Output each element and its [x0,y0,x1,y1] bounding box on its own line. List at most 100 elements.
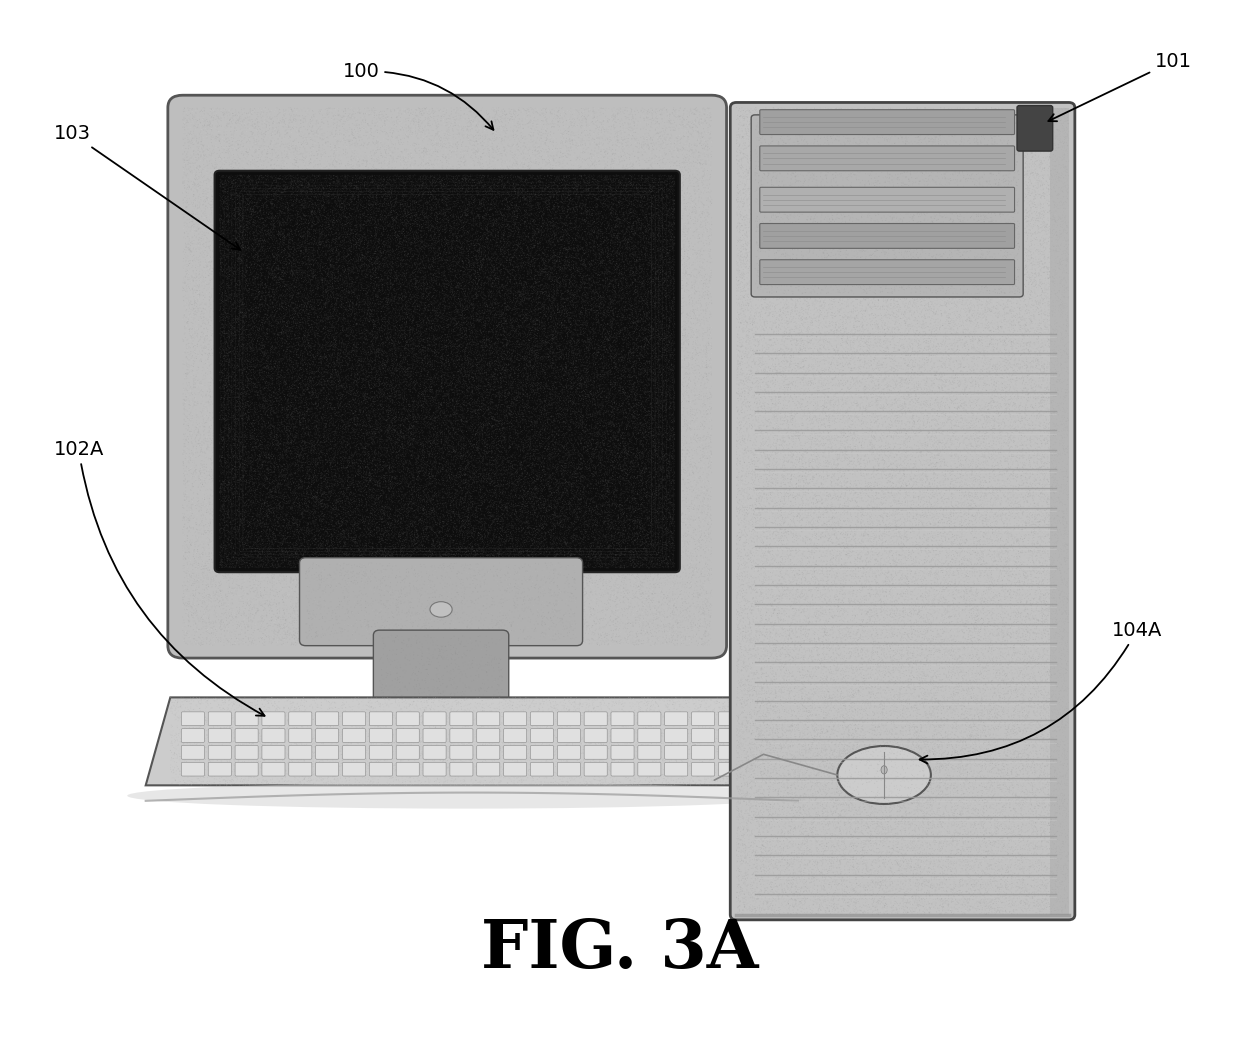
Point [216,259,235,275]
Point [935,301,955,318]
Point [654,192,674,209]
Point [887,720,907,736]
Point [1001,451,1021,467]
Point [600,564,620,581]
Point [489,738,509,755]
Point [845,310,865,326]
Point [363,730,383,747]
Point [999,562,1018,579]
Point [788,110,808,126]
Point [665,416,685,433]
Point [494,181,514,198]
Point [810,600,830,616]
Point [781,598,800,614]
Point [753,482,773,499]
Point [512,227,532,244]
Point [535,751,555,768]
Point [735,283,755,299]
Point [553,361,572,378]
Point [600,414,620,431]
Point [943,724,963,741]
Point [352,495,372,512]
Point [624,144,644,161]
Point [824,225,844,242]
Point [865,479,885,495]
Point [986,553,1006,569]
Point [979,855,999,872]
Point [572,195,592,212]
Point [960,660,980,677]
Point [983,175,1002,192]
Point [945,511,965,528]
Point [265,176,285,193]
Point [390,181,410,198]
Point [187,250,207,267]
Point [514,282,534,298]
Point [364,160,384,176]
Point [1052,210,1072,226]
Point [254,534,274,551]
Point [330,200,349,217]
Point [313,456,333,472]
Point [1057,775,1077,792]
Point [414,187,434,203]
Point [445,603,465,620]
Point [602,379,622,395]
Point [855,798,875,815]
Point [636,459,655,476]
Point [394,331,414,347]
Point [1043,469,1063,486]
Point [300,439,320,456]
Point [394,197,414,214]
Point [532,313,551,330]
Point [766,240,786,257]
Point [613,251,633,268]
Point [857,901,877,918]
Point [636,567,655,584]
Point [939,512,959,529]
Point [701,571,721,587]
Point [484,563,504,580]
Point [804,626,824,642]
Point [649,345,669,362]
Point [776,197,795,214]
Point [641,308,660,324]
Point [922,576,942,592]
Point [332,177,352,194]
Point [1031,757,1051,774]
Point [597,213,617,229]
Point [363,189,383,205]
Point [534,557,554,574]
Point [409,188,429,204]
Point [198,399,218,416]
Point [328,506,348,523]
Point [347,422,367,439]
Point [252,436,271,453]
Point [927,790,947,806]
Point [883,551,903,567]
Point [1000,269,1020,286]
Point [538,593,558,610]
Point [261,393,281,410]
Point [228,423,248,440]
Point [316,460,336,477]
Point [846,879,866,896]
Point [416,504,436,520]
Point [756,812,776,829]
Point [258,419,278,436]
Point [224,229,244,246]
Point [607,210,627,226]
Point [237,298,256,315]
Point [356,620,375,636]
Point [492,201,512,218]
Point [1006,735,1026,752]
Point [1031,719,1051,735]
Point [419,538,439,555]
Point [1056,389,1075,406]
Point [643,398,663,415]
Point [385,446,405,463]
Point [766,180,786,197]
Point [1004,105,1023,122]
Point [831,735,851,752]
Point [532,549,551,565]
